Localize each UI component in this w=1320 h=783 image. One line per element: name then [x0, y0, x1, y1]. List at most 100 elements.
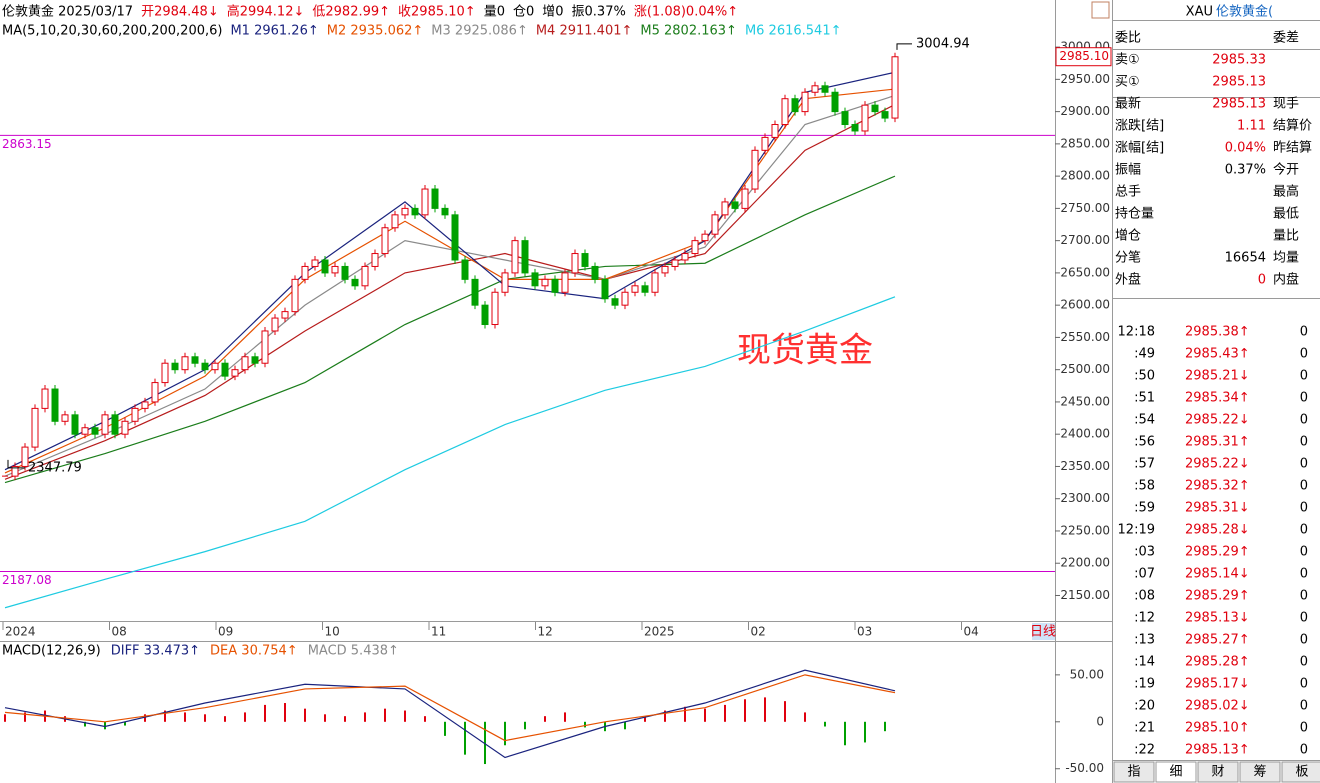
- tick-time: 12:19: [1118, 523, 1155, 538]
- candle: [251, 356, 259, 364]
- candle: [791, 98, 799, 113]
- tick-volume: 0: [1300, 347, 1308, 362]
- candle: [861, 104, 869, 132]
- panel-tab-label[interactable]: 筹: [1253, 764, 1266, 780]
- tick-volume: 0: [1300, 589, 1308, 604]
- quote-label: 结算价: [1273, 119, 1312, 134]
- candle: [531, 272, 539, 287]
- dea-line: [4, 674, 896, 742]
- panel-symbol: XAU: [1186, 5, 1213, 20]
- candle: [511, 240, 519, 274]
- header-item: 开2984.48↓: [141, 5, 219, 20]
- panel-tab[interactable]: [1113, 761, 1155, 783]
- macd-legend: DIFF 33.473↑: [111, 644, 200, 659]
- tick-volume: 0: [1300, 567, 1308, 582]
- tick-price: 2985.21↓: [1185, 369, 1250, 384]
- panel-tab-label[interactable]: 指: [1127, 765, 1140, 780]
- panel-tab-label[interactable]: 财: [1211, 765, 1224, 780]
- candle: [631, 285, 639, 293]
- tick-volume: 0: [1300, 325, 1308, 340]
- quote-label: 最新: [1115, 96, 1141, 112]
- quote-label: 卖①: [1115, 53, 1140, 68]
- header-item: M3 2925.086↑: [431, 24, 528, 39]
- date-label: 11: [431, 625, 446, 639]
- tick-price: 2985.38↑: [1185, 325, 1250, 340]
- period-button[interactable]: [1032, 623, 1055, 640]
- candle: [61, 414, 69, 422]
- header-item: M2 2935.062↑: [327, 24, 424, 39]
- quote-label: 分笔: [1115, 250, 1141, 266]
- panel-name: 伦敦黄金(: [1216, 4, 1273, 20]
- y-tick-label: 2900.00: [1060, 104, 1110, 118]
- candle: [11, 465, 19, 477]
- candle: [91, 427, 99, 435]
- quote-label: 买①: [1115, 75, 1140, 90]
- tick-time: :51: [1134, 391, 1155, 406]
- tick-price: 2985.32↑: [1185, 479, 1250, 494]
- date-label: 04: [964, 625, 979, 639]
- tick-volume: 0: [1300, 699, 1308, 714]
- tick-volume: 0: [1300, 743, 1308, 758]
- header-item: 收2985.10↑: [398, 5, 476, 20]
- candle: [891, 56, 899, 119]
- candle: [41, 388, 49, 409]
- ma-line: [4, 175, 896, 484]
- y-tick-label: 2400.00: [1060, 427, 1110, 441]
- candle: [321, 259, 329, 274]
- candle: [261, 330, 269, 364]
- header-item: 量0: [484, 5, 505, 20]
- tick-price: 2985.10↑: [1185, 721, 1250, 736]
- candle: [721, 201, 729, 216]
- candle: [521, 240, 529, 274]
- quote-value: 1.11: [1237, 119, 1266, 134]
- candle: [441, 207, 449, 216]
- tick-time: :07: [1134, 567, 1155, 582]
- quote-label: 量比: [1273, 229, 1299, 244]
- header-item: 高2994.12↓: [227, 4, 305, 20]
- candle: [571, 253, 579, 274]
- tick-time: :21: [1134, 721, 1155, 736]
- tick-volume: 0: [1300, 721, 1308, 736]
- candle: [191, 356, 199, 364]
- tick-volume: 0: [1300, 435, 1308, 450]
- panel-tab-label[interactable]: 细: [1169, 765, 1182, 780]
- y-tick-label: 2650.00: [1060, 265, 1110, 279]
- candle: [371, 253, 379, 267]
- candle: [641, 285, 649, 293]
- candle: [351, 278, 359, 287]
- period-label[interactable]: 日线: [1030, 625, 1056, 640]
- panel-tab[interactable]: [1239, 761, 1281, 783]
- panel-tab[interactable]: [1197, 761, 1239, 783]
- header-item: 增0: [542, 5, 563, 20]
- candle: [131, 407, 139, 422]
- y-tick-label: -50.00: [1065, 761, 1104, 775]
- candle: [851, 124, 859, 132]
- date-label: 02: [751, 625, 766, 639]
- candle: [491, 291, 499, 326]
- candle: [471, 278, 479, 306]
- quote-label: 最高: [1273, 184, 1299, 200]
- candle: [731, 201, 739, 209]
- tick-time: :54: [1134, 413, 1155, 428]
- date-label: 2025: [644, 625, 675, 639]
- y-tick-label: 2950.00: [1060, 72, 1110, 86]
- quote-label: 委差: [1273, 31, 1299, 46]
- y-tick-label: 50.00: [1070, 667, 1104, 681]
- panel-tab[interactable]: [1281, 761, 1320, 783]
- panel-tab-label[interactable]: 板: [1295, 765, 1308, 780]
- y-tick-label: 2150.00: [1060, 588, 1110, 602]
- tick-time: 12:18: [1118, 325, 1155, 340]
- panel-tab[interactable]: [1155, 761, 1197, 783]
- quote-label: 昨结算: [1273, 141, 1312, 156]
- candle: [691, 240, 699, 255]
- header-item: M4 2911.401↑: [536, 24, 633, 39]
- panel-icon[interactable]: [1091, 1, 1110, 19]
- header-item: 涨(1.08)0.04%↑: [634, 5, 738, 20]
- quote-value: 2985.13: [1212, 75, 1266, 90]
- low-marker: [7, 459, 25, 469]
- quote-value: 2985.33: [1212, 53, 1266, 68]
- quote-value: 0.04%: [1225, 141, 1266, 156]
- candle: [621, 291, 629, 306]
